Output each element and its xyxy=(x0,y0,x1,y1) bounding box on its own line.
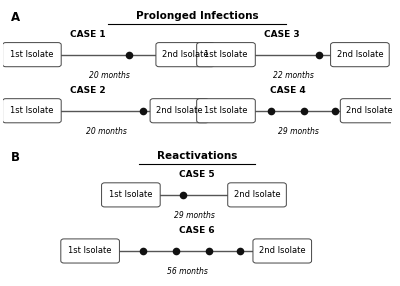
Text: 20 months: 20 months xyxy=(89,71,130,80)
FancyBboxPatch shape xyxy=(2,43,61,67)
FancyBboxPatch shape xyxy=(330,43,389,67)
Text: 2nd Isolate: 2nd Isolate xyxy=(234,190,280,199)
Text: 2nd Isolate: 2nd Isolate xyxy=(162,50,208,59)
Text: 2nd Isolate: 2nd Isolate xyxy=(259,247,306,255)
Text: 56 months: 56 months xyxy=(167,267,208,276)
FancyBboxPatch shape xyxy=(102,183,160,207)
FancyBboxPatch shape xyxy=(197,43,255,67)
FancyBboxPatch shape xyxy=(253,239,312,263)
Text: 1st Isolate: 1st Isolate xyxy=(68,247,112,255)
Text: CASE 4: CASE 4 xyxy=(270,86,306,95)
Text: CASE 3: CASE 3 xyxy=(264,29,300,39)
Text: 2nd Isolate: 2nd Isolate xyxy=(336,50,383,59)
FancyBboxPatch shape xyxy=(340,99,399,123)
Text: 29 months: 29 months xyxy=(174,211,215,220)
Text: Reactivations: Reactivations xyxy=(157,151,237,161)
Text: 2nd Isolate: 2nd Isolate xyxy=(156,106,203,115)
FancyBboxPatch shape xyxy=(2,99,61,123)
Text: CASE 2: CASE 2 xyxy=(70,86,106,95)
Text: CASE 1: CASE 1 xyxy=(70,29,106,39)
Text: 1st Isolate: 1st Isolate xyxy=(204,106,248,115)
Text: A: A xyxy=(10,11,20,24)
Text: Prolonged Infections: Prolonged Infections xyxy=(136,11,258,21)
FancyBboxPatch shape xyxy=(150,99,209,123)
FancyBboxPatch shape xyxy=(61,239,120,263)
Text: CASE 5: CASE 5 xyxy=(179,170,215,179)
Text: 2nd Isolate: 2nd Isolate xyxy=(346,106,393,115)
Text: 1st Isolate: 1st Isolate xyxy=(109,190,153,199)
Text: 1st Isolate: 1st Isolate xyxy=(10,106,54,115)
Text: 22 months: 22 months xyxy=(274,71,314,80)
Text: B: B xyxy=(10,151,20,164)
Text: 1st Isolate: 1st Isolate xyxy=(204,50,248,59)
FancyBboxPatch shape xyxy=(197,99,255,123)
FancyBboxPatch shape xyxy=(228,183,286,207)
Text: CASE 6: CASE 6 xyxy=(179,226,215,235)
Text: 1st Isolate: 1st Isolate xyxy=(10,50,54,59)
Text: 29 months: 29 months xyxy=(278,127,319,136)
FancyBboxPatch shape xyxy=(156,43,214,67)
Text: 20 months: 20 months xyxy=(86,127,127,136)
